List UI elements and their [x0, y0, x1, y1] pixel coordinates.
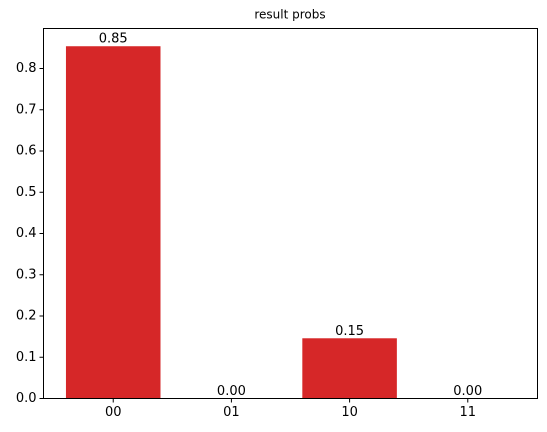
- data-label: 0.85: [99, 32, 128, 47]
- x-tick-label: 00: [105, 405, 122, 420]
- x-tick-label: 10: [341, 405, 358, 420]
- data-label: 0.15: [335, 324, 364, 339]
- y-tick-label: 0.8: [16, 61, 37, 76]
- y-tick-label: 0.5: [16, 185, 37, 200]
- y-tick-label: 0.7: [16, 102, 37, 117]
- y-tick-label: 0.4: [16, 226, 37, 241]
- x-tick-label: 11: [459, 405, 476, 420]
- bar: [65, 46, 161, 399]
- data-label: 0.00: [217, 384, 246, 399]
- y-tick-label: 0.3: [16, 267, 37, 282]
- plot-area: 0.0 0.1 0.2 0.3 0.4 0.5 0.6 0.7 0.8 00 0.85 01 0.00 1…: [16, 32, 482, 420]
- chart-title: result probs: [254, 8, 325, 22]
- y-tick-label: 0.6: [16, 144, 37, 159]
- x-tick-label: 01: [223, 405, 240, 420]
- data-label: 0.00: [453, 384, 482, 399]
- axes-frame: [43, 28, 538, 399]
- y-tick-label: 0.2: [16, 309, 37, 324]
- y-tick-label: 0.1: [16, 350, 37, 365]
- bar: [302, 338, 397, 399]
- y-tick-label: 0.0: [16, 391, 37, 406]
